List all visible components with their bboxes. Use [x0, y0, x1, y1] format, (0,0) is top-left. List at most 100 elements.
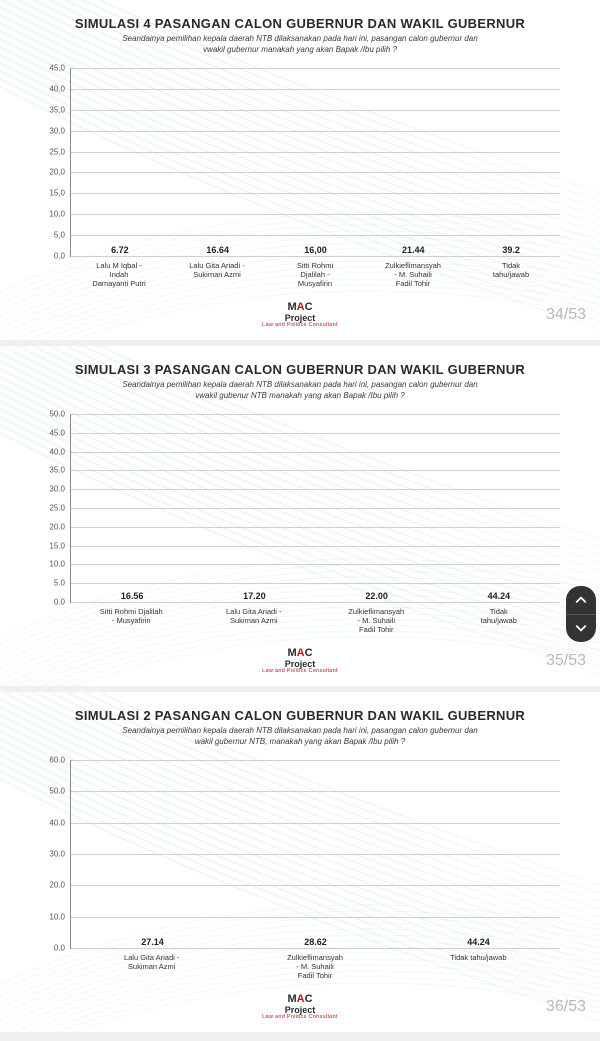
- x-tick-label: Tidak tahu/jawab: [462, 261, 560, 288]
- logo-line1: MAC: [262, 302, 338, 314]
- page-number: 36/53: [546, 998, 586, 1016]
- y-tick-label: 10,0: [49, 210, 71, 219]
- y-tick-label: 30.0: [49, 850, 71, 859]
- chevron-up-icon: [575, 594, 587, 606]
- x-tick-label: Tidak tahu/jawab: [438, 607, 561, 634]
- plot-area: 0.0 10.0 20.0 30.0 40.0 50.0 60.0 27.14 …: [70, 760, 560, 949]
- bar-column: 16,00: [267, 245, 365, 256]
- y-tick-label: 40,0: [49, 84, 71, 93]
- bar-value-label: 39.2: [502, 245, 520, 255]
- slide-1: SIMULASI 4 PASANGAN CALON GUBERNUR DAN W…: [0, 0, 600, 340]
- bars-container: 16.56 17.20 22.00 44.24: [71, 414, 560, 602]
- y-tick-label: 40.0: [49, 447, 71, 456]
- x-tick-label: Tidak tahu/jawab: [397, 953, 560, 980]
- x-tick-label: Lalu Gita Ariadi - Sukiman Azmi: [193, 607, 316, 634]
- bar-column: 44.24: [397, 937, 560, 948]
- slide-title: SIMULASI 2 PASANGAN CALON GUBERNUR DAN W…: [0, 708, 600, 723]
- y-tick-label: 25,0: [49, 147, 71, 156]
- bar-column: 27.14: [71, 937, 234, 948]
- logo-line1: MAC: [262, 994, 338, 1006]
- y-tick-label: 0.0: [54, 944, 71, 953]
- y-tick-label: 15,0: [49, 189, 71, 198]
- gridline: [71, 948, 560, 949]
- chevron-down-icon: [575, 622, 587, 634]
- bar-column: 39.2: [462, 245, 560, 256]
- bar-column: 44.24: [438, 591, 560, 602]
- bar-column: 17.20: [193, 591, 315, 602]
- x-axis-labels: Lalu Gita Ariadi - Sukiman AzmiZulkiefli…: [70, 949, 560, 980]
- x-tick-label: Lalu M Iqbal - Indah Damayanti Putri: [70, 261, 168, 288]
- slide-subtitle: Seandainya pemilihan kepala daerah NTB d…: [60, 380, 540, 402]
- y-tick-label: 35,0: [49, 105, 71, 114]
- logo-line1: MAC: [262, 648, 338, 660]
- page-number: 34/53: [546, 306, 586, 324]
- nav-up-button[interactable]: [566, 586, 596, 614]
- y-tick-label: 20.0: [49, 522, 71, 531]
- logo-tagline: Law and Politics Consultant: [262, 323, 338, 329]
- y-tick-label: 30,0: [49, 126, 71, 135]
- bar-value-label: 44.24: [488, 591, 511, 601]
- bar-column: 21.44: [364, 245, 462, 256]
- plot-area: 0,0 5,0 10,0 15,0 20,0 25,0 30,0 35,0 40…: [70, 68, 560, 257]
- slide-footer: MAC Project Law and Politics Consultant …: [0, 994, 600, 1022]
- slide-2: SIMULASI 3 PASANGAN CALON GUBERNUR DAN W…: [0, 346, 600, 686]
- bar-chart: 0,0 5,0 10,0 15,0 20,0 25,0 30,0 35,0 40…: [70, 68, 560, 288]
- bars-container: 6.72 16.64 16,00 21.44 39.2: [71, 68, 560, 256]
- y-tick-label: 0,0: [54, 252, 71, 261]
- y-tick-label: 5.0: [54, 579, 71, 588]
- slide-footer: MAC Project Law and Politics Consultant …: [0, 648, 600, 676]
- bar-chart: 0.0 10.0 20.0 30.0 40.0 50.0 60.0 27.14 …: [70, 760, 560, 980]
- bar-column: 16.64: [169, 245, 267, 256]
- bars-container: 27.14 28.62 44.24: [71, 760, 560, 948]
- y-tick-label: 60.0: [49, 756, 71, 765]
- y-tick-label: 10.0: [49, 560, 71, 569]
- y-tick-label: 5,0: [54, 231, 71, 240]
- bar-value-label: 6.72: [111, 245, 129, 255]
- logo-tagline: Law and Politics Consultant: [262, 669, 338, 675]
- plot-area: 0.0 5.0 10.0 15.0 20.0 25.0 30.0 35.0 40…: [70, 414, 560, 603]
- y-tick-label: 15.0: [49, 541, 71, 550]
- x-tick-label: Lalu Gita Ariadi - Sukiman Azmi: [70, 953, 233, 980]
- y-tick-label: 0.0: [54, 598, 71, 607]
- bar-value-label: 17.20: [243, 591, 266, 601]
- page-number: 35/53: [546, 652, 586, 670]
- nav-down-button[interactable]: [566, 615, 596, 643]
- gridline: [71, 602, 560, 603]
- slide-subtitle: Seandainya pemilihan kepala daerah NTB d…: [60, 726, 540, 748]
- x-tick-label: Sitti Rohmi Djalilah - Musyafirin: [70, 607, 193, 634]
- bar-column: 28.62: [234, 937, 397, 948]
- brand-logo: MAC Project Law and Politics Consultant: [262, 994, 338, 1021]
- bar-value-label: 16,00: [304, 245, 327, 255]
- bar-value-label: 44.24: [467, 937, 490, 947]
- slide-nav[interactable]: [566, 586, 596, 642]
- x-tick-label: Lalu Gita Ariadi - Sukiman Azmi: [168, 261, 266, 288]
- y-tick-label: 45,0: [49, 64, 71, 73]
- bar-column: 6.72: [71, 245, 169, 256]
- slide-footer: MAC Project Law and Politics Consultant …: [0, 302, 600, 330]
- bar-value-label: 16.56: [121, 591, 144, 601]
- y-tick-label: 45.0: [49, 428, 71, 437]
- slide-title: SIMULASI 4 PASANGAN CALON GUBERNUR DAN W…: [0, 16, 600, 31]
- y-tick-label: 30.0: [49, 485, 71, 494]
- bar-column: 22.00: [316, 591, 438, 602]
- bar-chart: 0.0 5.0 10.0 15.0 20.0 25.0 30.0 35.0 40…: [70, 414, 560, 634]
- brand-logo: MAC Project Law and Politics Consultant: [262, 302, 338, 329]
- y-tick-label: 40.0: [49, 818, 71, 827]
- y-tick-label: 10.0: [49, 912, 71, 921]
- y-tick-label: 20,0: [49, 168, 71, 177]
- brand-logo: MAC Project Law and Politics Consultant: [262, 648, 338, 675]
- bar-value-label: 16.64: [206, 245, 229, 255]
- bar-value-label: 21.44: [402, 245, 425, 255]
- y-tick-label: 25.0: [49, 504, 71, 513]
- y-tick-label: 35.0: [49, 466, 71, 475]
- x-tick-label: Sitti Rohmi Djalilah - Musyafirin: [266, 261, 364, 288]
- x-axis-labels: Sitti Rohmi Djalilah - MusyafirinLalu Gi…: [70, 603, 560, 634]
- bar-value-label: 27.14: [141, 937, 164, 947]
- y-tick-label: 50.0: [49, 787, 71, 796]
- bar-column: 16.56: [71, 591, 193, 602]
- x-tick-label: Zulkieflimansyah - M. Suhaili Fadil Tohi…: [315, 607, 438, 634]
- bar-value-label: 22.00: [365, 591, 388, 601]
- x-tick-label: Zulkieflimansyah - M. Suhaili Fadil Tohi…: [233, 953, 396, 980]
- slide-subtitle: Seandainya pemilihan kepala daerah NTB d…: [60, 34, 540, 56]
- logo-tagline: Law and Politics Consultant: [262, 1015, 338, 1021]
